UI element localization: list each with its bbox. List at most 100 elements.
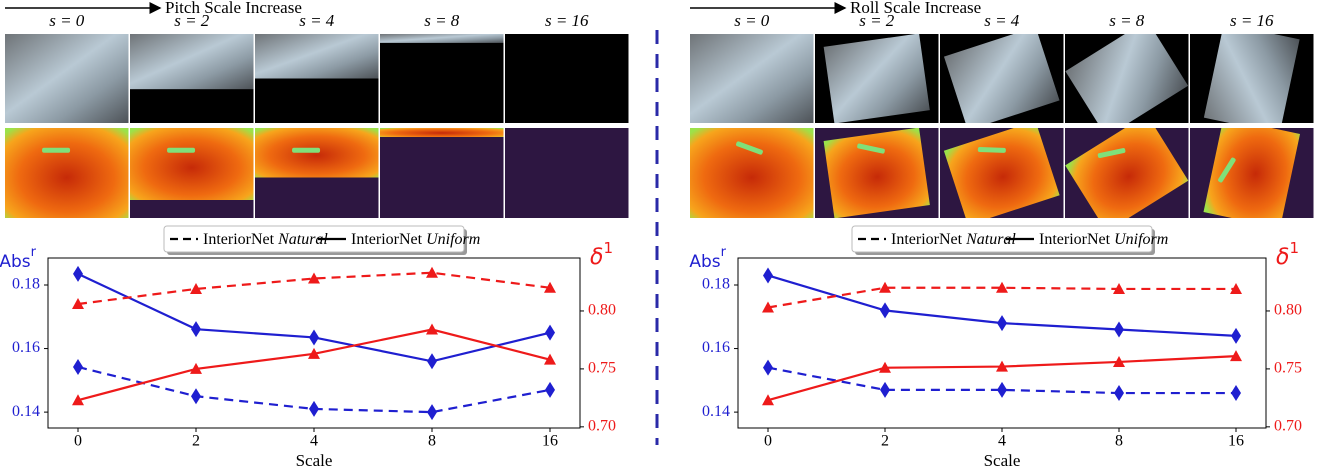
- column-label: s = 8: [424, 11, 460, 30]
- image-cell: [815, 128, 939, 219]
- marker: [426, 323, 438, 334]
- image-cell: [815, 33, 939, 123]
- y-axis-label-sup: r: [721, 245, 727, 260]
- lamp: [167, 148, 195, 153]
- image-content: [5, 34, 129, 123]
- marker: [880, 382, 890, 398]
- column-label: s = 8: [1109, 11, 1145, 30]
- x-tick-label: 2: [881, 433, 889, 450]
- image-content: [824, 33, 930, 123]
- marker: [1114, 385, 1124, 401]
- image-cell: [505, 128, 629, 218]
- marker: [1114, 321, 1124, 337]
- marker: [73, 266, 83, 282]
- y2-axis-label-sup: 1: [1289, 239, 1299, 257]
- x-tick-label: 2: [192, 433, 200, 450]
- image-cell: [1065, 114, 1189, 231]
- image-bg: [505, 34, 629, 123]
- legend-text: InteriorNet: [203, 231, 275, 248]
- image-cell: [255, 34, 379, 123]
- x-tick-label: 4: [310, 433, 318, 450]
- x-axis-label: Scale: [984, 451, 1021, 470]
- x-tick-label: 8: [1115, 433, 1123, 450]
- x-axis-label: Scale: [296, 451, 333, 470]
- lamp: [292, 148, 320, 153]
- marker: [1231, 328, 1241, 344]
- marker: [545, 325, 555, 341]
- legend-text: InteriorNet: [891, 231, 963, 248]
- lamp: [42, 148, 70, 153]
- y-tick-label: 0.16: [12, 339, 40, 356]
- y-axis-label-sup: r: [31, 245, 37, 260]
- marker: [880, 302, 890, 318]
- marker: [997, 315, 1007, 331]
- image-cell: [130, 128, 254, 218]
- image-content: [5, 128, 129, 218]
- image-bg: [380, 128, 504, 218]
- y2-tick-label: 0.80: [1274, 302, 1302, 319]
- marker: [997, 382, 1007, 398]
- image-content: [255, 34, 379, 79]
- x-tick-label: 0: [74, 433, 82, 450]
- image-cell: [1190, 23, 1314, 133]
- x-tick-label: 16: [1228, 433, 1244, 450]
- x-tick-label: 0: [764, 433, 772, 450]
- y2-axis-label-main: δ: [590, 245, 603, 270]
- y2-tick-label: 0.70: [588, 418, 616, 435]
- y-axis-label-main: Abs: [689, 252, 720, 272]
- marker: [191, 321, 201, 337]
- x-tick-label: 8: [428, 433, 436, 450]
- marker: [427, 404, 437, 420]
- marker: [73, 359, 83, 375]
- image-cell: [380, 128, 504, 218]
- image-content: [130, 34, 254, 89]
- column-label: s = 4: [984, 11, 1020, 30]
- marker: [1231, 385, 1241, 401]
- marker: [763, 267, 773, 283]
- lamp: [978, 147, 1006, 153]
- x-tick-label: 16: [542, 433, 558, 450]
- image-cell: [1065, 20, 1189, 137]
- image-cell: [505, 34, 629, 123]
- marker: [309, 329, 319, 345]
- image-content: [690, 128, 814, 218]
- image-content: [380, 128, 504, 137]
- legend-text: InteriorNet: [351, 231, 423, 248]
- image-content: [824, 128, 930, 219]
- y-axis-label-main: Abs: [0, 252, 31, 272]
- image-bg: [505, 128, 629, 218]
- legend-label: InteriorNetNatural: [203, 231, 328, 248]
- y-tick-label: 0.18: [12, 276, 40, 293]
- y-axis-label: Absr: [0, 245, 37, 273]
- figure: Pitch Scale Increases = 0s = 2s = 4s = 8…: [0, 0, 1320, 471]
- y-tick-label: 0.14: [12, 403, 40, 420]
- column-label: s = 16: [1230, 11, 1274, 30]
- y-tick-label: 0.16: [702, 339, 730, 356]
- image-cell: [380, 34, 504, 123]
- legend-emphasis: Uniform: [426, 231, 480, 248]
- marker: [309, 401, 319, 417]
- image-cell: [690, 128, 814, 218]
- y-axis-label: Absr: [689, 245, 726, 273]
- legend-emphasis: Uniform: [1114, 231, 1168, 248]
- column-label: s = 4: [299, 11, 335, 30]
- y2-tick-label: 0.80: [588, 302, 616, 319]
- image-cell: [690, 34, 814, 123]
- y2-axis-label-sup: 1: [603, 239, 613, 257]
- marker: [427, 353, 437, 369]
- y-tick-label: 0.14: [702, 403, 730, 420]
- image-cell: [255, 128, 379, 218]
- image-cell: [940, 121, 1064, 225]
- y2-axis-label: δ1: [1276, 239, 1299, 271]
- image-bg: [380, 34, 504, 123]
- image-content: [380, 34, 504, 43]
- marker: [191, 388, 201, 404]
- column-label: s = 16: [545, 11, 589, 30]
- column-label: s = 2: [174, 11, 210, 30]
- legend-text: InteriorNet: [1039, 231, 1111, 248]
- marker: [545, 382, 555, 398]
- column-label: s = 2: [859, 11, 895, 30]
- y2-tick-label: 0.75: [1274, 360, 1302, 377]
